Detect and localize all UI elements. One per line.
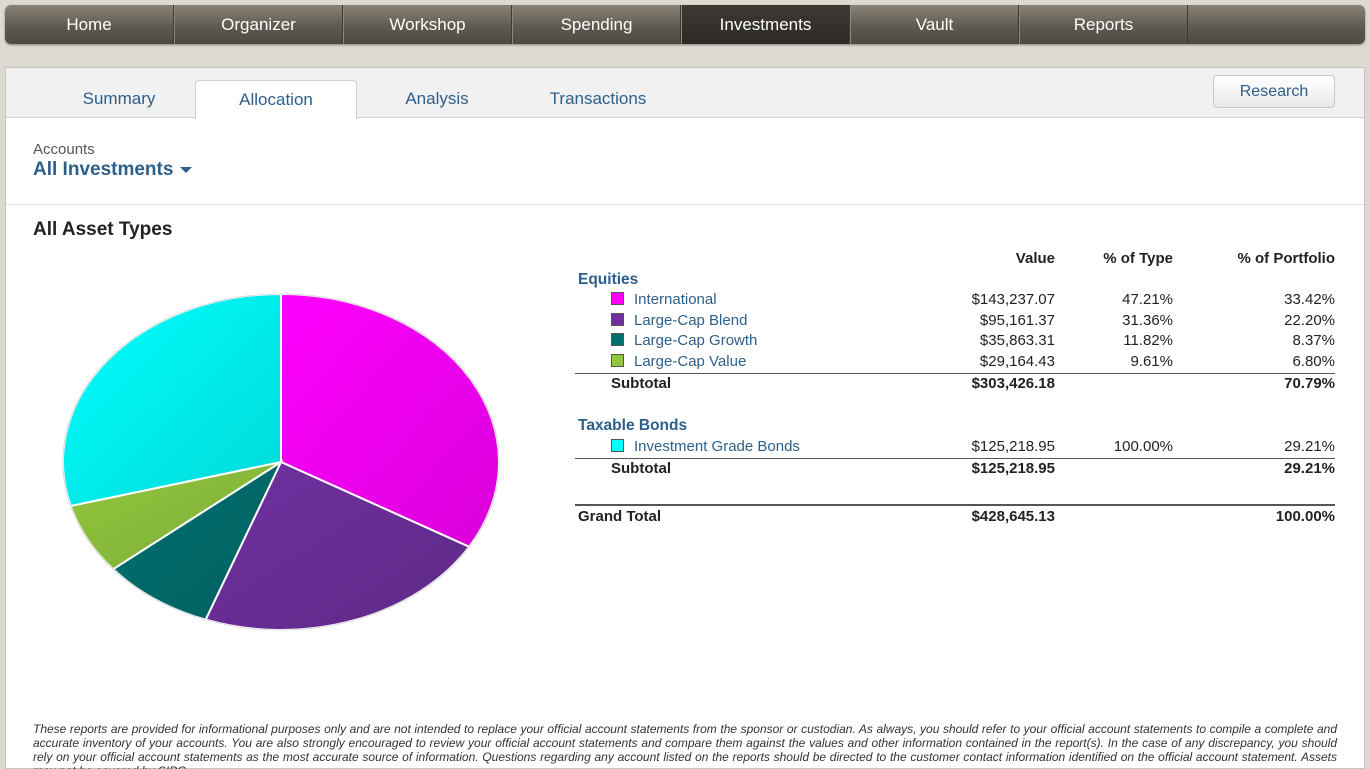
- accounts-selected: All Investments: [33, 159, 174, 180]
- pie-outline: [62, 293, 500, 631]
- teal-swatch-icon: [611, 333, 624, 346]
- table-row: Large-Cap Blend $95,161.37 31.36% 22.20%: [575, 312, 1335, 333]
- asset-pct-type: 47.21%: [1122, 291, 1173, 308]
- nav-vault[interactable]: Vault: [850, 5, 1019, 44]
- purple-swatch-icon: [611, 312, 624, 326]
- subtotal-label: Subtotal: [611, 375, 671, 392]
- grand-total-pct: 100.00%: [1275, 508, 1335, 525]
- table-row: International $143,237.07 47.21% 33.42%: [575, 291, 1335, 312]
- allocation-pie-chart: [53, 288, 503, 638]
- header-pct-type: % of Type: [1103, 250, 1173, 267]
- tab-transactions[interactable]: Transactions: [549, 89, 647, 108]
- asset-pct-portfolio: 29.21%: [1284, 437, 1335, 455]
- main-nav: Home Organizer Workshop Spending Investm…: [5, 5, 1365, 44]
- divider: [6, 204, 1364, 205]
- asset-pct-type: 31.36%: [1122, 311, 1173, 329]
- section-title: All Asset Types: [33, 219, 173, 240]
- table-row: Large-Cap Growth $35,863.31 11.82% 8.37%: [575, 332, 1335, 353]
- asset-link-large-cap-blend[interactable]: Large-Cap Blend: [634, 311, 748, 329]
- subtotal-row: Subtotal $125,218.95 29.21%: [575, 458, 1335, 504]
- nav-investments[interactable]: Investments: [681, 5, 850, 44]
- asset-value: $125,218.95: [971, 437, 1055, 455]
- investments-panel: Summary Allocation Analysis Transactions…: [5, 67, 1365, 769]
- tab-allocation[interactable]: Allocation: [195, 80, 357, 119]
- magenta-swatch-icon: [611, 292, 624, 305]
- accounts-dropdown[interactable]: All Investments: [33, 159, 193, 181]
- table-row: Large-Cap Value $29,164.43 9.61% 6.80%: [575, 353, 1335, 374]
- asset-value: $35,863.31: [979, 332, 1055, 349]
- asset-link-large-cap-growth[interactable]: Large-Cap Growth: [634, 332, 758, 349]
- nav-workshop[interactable]: Workshop: [343, 5, 512, 44]
- subtotal-label: Subtotal: [611, 460, 671, 477]
- disclaimer-text: These reports are provided for informati…: [33, 722, 1337, 769]
- asset-value: $29,164.43: [979, 352, 1055, 370]
- asset-pct-type: 11.82%: [1123, 332, 1173, 349]
- research-button[interactable]: Research: [1213, 75, 1335, 108]
- subtotal-pct: 70.79%: [1284, 375, 1335, 392]
- header-pct-portfolio: % of Portfolio: [1237, 250, 1336, 267]
- subtotal-value: $125,218.95: [971, 460, 1055, 477]
- table-header: Value % of Type % of Portfolio: [575, 250, 1335, 271]
- nav-spending[interactable]: Spending: [512, 5, 681, 44]
- group-title: Taxable Bonds: [578, 417, 688, 434]
- chevron-down-icon: [180, 166, 193, 173]
- asset-pct-portfolio: 8.37%: [1292, 332, 1335, 349]
- asset-pct-type: 100.00%: [1113, 437, 1173, 455]
- grand-total-row: Grand Total $428,645.13 100.00%: [575, 504, 1335, 525]
- nav-reports[interactable]: Reports: [1019, 5, 1188, 44]
- grand-total-value: $428,645.13: [971, 508, 1055, 525]
- asset-pct-type: 9.61%: [1130, 352, 1173, 370]
- grand-total-label: Grand Total: [578, 508, 662, 525]
- asset-pct-portfolio: 6.80%: [1292, 352, 1335, 370]
- asset-pct-portfolio: 22.20%: [1284, 311, 1335, 329]
- green-swatch-icon: [611, 353, 624, 367]
- group-header-taxable-bonds: Taxable Bonds: [575, 417, 1335, 438]
- subtotal-pct: 29.21%: [1284, 460, 1335, 477]
- tab-bar: Summary Allocation Analysis Transactions…: [6, 68, 1364, 119]
- pie-svg: [62, 292, 500, 631]
- tab-analysis[interactable]: Analysis: [405, 89, 469, 108]
- table-row: Investment Grade Bonds $125,218.95 100.0…: [575, 438, 1335, 459]
- subtotal-row: Subtotal $303,426.18 70.79%: [575, 373, 1335, 417]
- asset-link-international[interactable]: International: [634, 291, 717, 308]
- group-title: Equities: [578, 270, 639, 288]
- asset-value: $143,237.07: [971, 291, 1055, 308]
- header-value: Value: [1015, 250, 1055, 267]
- accounts-label: Accounts: [33, 141, 95, 158]
- tab-summary[interactable]: Summary: [82, 89, 156, 108]
- nav-home[interactable]: Home: [5, 5, 174, 44]
- asset-link-investment-grade-bonds[interactable]: Investment Grade Bonds: [634, 437, 800, 455]
- allocation-table: Value % of Type % of Portfolio Equities …: [575, 250, 1335, 525]
- subtotal-value: $303,426.18: [971, 375, 1055, 392]
- asset-pct-portfolio: 33.42%: [1284, 291, 1335, 308]
- group-header-equities: Equities: [575, 271, 1335, 292]
- asset-link-large-cap-value[interactable]: Large-Cap Value: [634, 352, 747, 370]
- asset-value: $95,161.37: [979, 311, 1055, 329]
- nav-organizer[interactable]: Organizer: [174, 5, 343, 44]
- cyan-swatch-icon: [611, 438, 624, 452]
